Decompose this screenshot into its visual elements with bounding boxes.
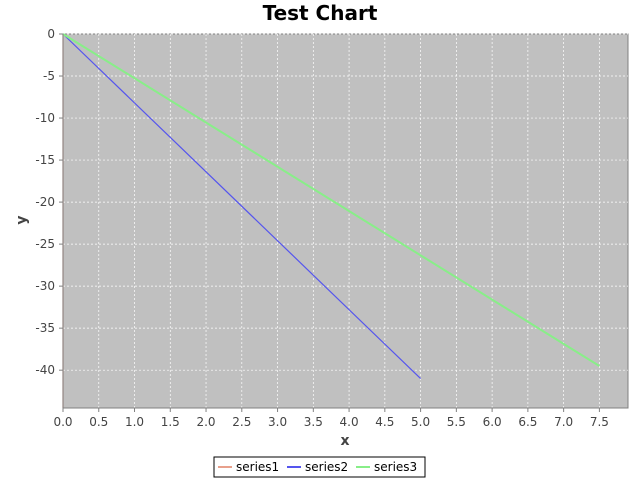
y-tick-label: -15 <box>35 153 55 167</box>
series1-legend-label: series1 <box>236 460 279 474</box>
x-tick-label: 0.5 <box>89 415 108 429</box>
x-tick-label: 6.5 <box>518 415 537 429</box>
y-axis-ticks: 0 -5 -10 -15 -20 -25 -30 -35 -40 <box>35 27 63 377</box>
x-tick-label: 3.0 <box>268 415 287 429</box>
chart-title: Test Chart <box>263 1 378 25</box>
x-tick-label: 7.5 <box>590 415 609 429</box>
x-tick-label: 5.5 <box>447 415 466 429</box>
y-tick-label: -40 <box>35 363 55 377</box>
y-tick-label: -35 <box>35 321 55 335</box>
y-tick-label: -30 <box>35 279 55 293</box>
legend: series1 series2 series3 <box>213 456 426 478</box>
x-axis-ticks: 0.0 0.5 1.0 1.5 2.0 2.5 3.0 3.5 4.0 4.5 5.0 5.5 6.0 6… <box>53 408 609 429</box>
series2-legend-label: series2 <box>305 460 348 474</box>
x-tick-label: 7.0 <box>554 415 573 429</box>
x-axis-label: x <box>340 433 349 449</box>
y-tick-label: -10 <box>35 111 55 125</box>
y-tick-label: -20 <box>35 195 55 209</box>
x-tick-label: 1.0 <box>125 415 144 429</box>
legend-box <box>213 456 426 478</box>
x-tick-label: 0.0 <box>53 415 72 429</box>
y-tick-label: -5 <box>43 69 55 83</box>
plot-area <box>62 33 629 409</box>
x-tick-label: 5.0 <box>411 415 430 429</box>
x-tick-label: 1.5 <box>161 415 180 429</box>
series3-legend-label: series3 <box>374 460 417 474</box>
y-tick-label: -25 <box>35 237 55 251</box>
x-tick-label: 2.5 <box>232 415 251 429</box>
x-tick-label: 6.0 <box>483 415 502 429</box>
x-tick-label: 4.0 <box>340 415 359 429</box>
y-axis-label: y <box>14 215 30 224</box>
x-tick-label: 2.0 <box>196 415 215 429</box>
series2-line <box>62 33 422 380</box>
x-tick-label: 4.5 <box>375 415 394 429</box>
series3-line <box>62 33 600 367</box>
y-tick-label: 0 <box>47 27 55 41</box>
x-tick-label: 3.5 <box>304 415 323 429</box>
